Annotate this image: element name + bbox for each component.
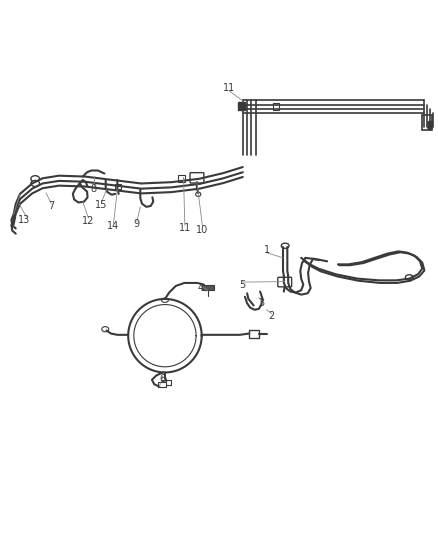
Text: 13: 13 <box>18 215 31 225</box>
Bar <box>158 382 166 387</box>
Bar <box>249 330 259 338</box>
Text: 15: 15 <box>95 200 108 210</box>
FancyBboxPatch shape <box>422 115 432 130</box>
Text: 11: 11 <box>223 83 236 93</box>
Ellipse shape <box>162 298 168 302</box>
Bar <box>178 175 185 182</box>
Ellipse shape <box>428 125 432 130</box>
FancyBboxPatch shape <box>190 173 204 183</box>
Ellipse shape <box>196 192 201 197</box>
Bar <box>238 102 245 110</box>
Ellipse shape <box>406 274 413 280</box>
Text: 2: 2 <box>268 311 275 321</box>
Text: 6: 6 <box>160 374 166 384</box>
Bar <box>115 184 121 189</box>
Text: 3: 3 <box>258 298 265 308</box>
Bar <box>273 103 279 110</box>
Text: 5: 5 <box>240 280 246 289</box>
Ellipse shape <box>281 243 289 248</box>
FancyBboxPatch shape <box>278 277 292 287</box>
Text: 9: 9 <box>134 219 140 229</box>
Bar <box>202 285 214 290</box>
Text: 11: 11 <box>179 223 191 232</box>
Ellipse shape <box>428 121 432 126</box>
Text: 8: 8 <box>91 184 97 193</box>
Ellipse shape <box>31 176 39 182</box>
Ellipse shape <box>31 181 39 187</box>
Text: 10: 10 <box>196 225 208 235</box>
Text: 14: 14 <box>107 221 120 231</box>
Bar <box>162 380 170 385</box>
Text: 1: 1 <box>264 245 270 255</box>
Text: 7: 7 <box>48 201 54 211</box>
Ellipse shape <box>102 327 109 332</box>
Text: 12: 12 <box>82 216 95 225</box>
Text: 4: 4 <box>198 283 204 293</box>
